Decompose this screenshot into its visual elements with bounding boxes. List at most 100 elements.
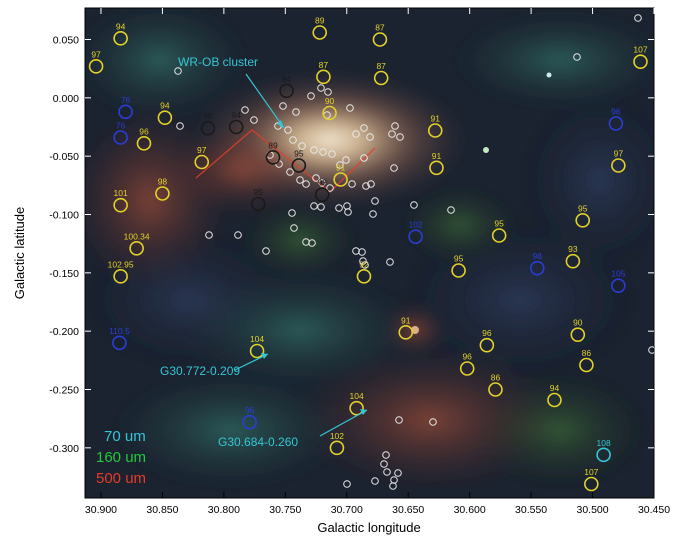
clump-marker-label: 110.5 — [109, 326, 130, 336]
yso-circle — [290, 224, 298, 232]
yso-circle — [317, 203, 325, 211]
clump-marker-label: 96 — [482, 328, 492, 338]
x-tick-label: 30.500 — [576, 504, 608, 516]
g30684-arrow — [319, 409, 368, 437]
clump-marker-label: 97 — [614, 149, 624, 159]
clump-marker-label: 95 — [294, 149, 304, 159]
yso-circle — [234, 231, 242, 239]
yso-circle — [358, 248, 366, 256]
yso-circle — [634, 14, 642, 22]
clump-marker — [329, 440, 345, 456]
clump-marker-label: 94 — [550, 383, 560, 393]
clump-marker — [250, 196, 266, 212]
clump-marker — [118, 104, 133, 120]
x-tick-label: 30.800 — [208, 504, 240, 516]
clump-marker — [136, 136, 152, 151]
x-tick-label: 30.900 — [85, 504, 117, 516]
clump-marker — [427, 123, 443, 138]
yso-circle — [326, 184, 334, 192]
clump-marker-label: 97 — [91, 49, 101, 59]
x-tick-label: 30.850 — [146, 504, 178, 516]
sky-image — [85, 8, 654, 498]
filament-line — [195, 129, 376, 193]
clump-marker — [611, 278, 626, 293]
clump-marker-label: 96 — [245, 405, 255, 415]
yso-circle — [319, 148, 327, 156]
yso-circle — [359, 257, 367, 265]
yso-circle — [205, 231, 213, 239]
clump-marker-label: 87 — [375, 23, 385, 33]
y-tick-label: -0.150 — [49, 268, 79, 280]
clump-marker — [596, 447, 611, 463]
clump-marker-label: 107 — [584, 467, 598, 477]
clump-marker — [429, 160, 444, 176]
x-tick-label: 30.700 — [331, 504, 363, 516]
yso-circle — [391, 122, 399, 130]
yso-circle — [328, 150, 336, 158]
clump-marker-label: 89 — [315, 16, 325, 26]
yso-circle — [324, 88, 332, 96]
clump-marker — [129, 241, 144, 256]
clump-marker — [312, 25, 328, 40]
yso-circle — [284, 126, 292, 134]
yso-circle — [447, 206, 455, 214]
x-tick-label: 30.600 — [454, 504, 486, 516]
yso-circle — [302, 180, 310, 188]
clump-marker — [316, 69, 331, 85]
clump-marker — [265, 150, 281, 165]
yso-circle — [335, 204, 343, 212]
clump-marker-label: 97 — [197, 145, 207, 155]
axis-ticks: 30.900 30.850 30.800 30.750 30.700 30.650 30.6… — [49, 8, 670, 516]
y-tick-label: 0.050 — [53, 35, 79, 47]
x-tick-label: 30.550 — [515, 504, 547, 516]
yso-circle — [310, 202, 318, 210]
clump-marker — [113, 130, 128, 145]
clump-marker — [88, 59, 104, 74]
clump-marker-label: 94 — [160, 101, 170, 111]
yso-circle — [366, 133, 374, 141]
clump-marker — [373, 70, 389, 86]
clump-marker-label: 104 — [250, 334, 264, 344]
yso-circle — [288, 209, 296, 217]
clump-marker — [333, 172, 348, 187]
y-tick-label: -0.100 — [49, 210, 79, 222]
clump-marker — [249, 343, 265, 359]
g30772-arrow — [234, 353, 269, 371]
clump-marker-label: 95 — [578, 203, 588, 213]
yso-circle — [348, 180, 356, 188]
clump-marker-label: 101 — [114, 188, 128, 198]
x-tick-label: 30.450 — [638, 504, 670, 516]
clump-marker-label: 95 — [494, 219, 504, 229]
yso-circle — [308, 239, 316, 247]
yso-circle — [371, 197, 379, 205]
yso-circle — [369, 210, 377, 218]
yso-circle — [396, 133, 404, 141]
clump-marker — [547, 392, 562, 408]
clump-marker — [575, 213, 591, 228]
clump-marker-label: 95 — [254, 187, 264, 197]
yso-circle — [279, 102, 287, 110]
yso-circle — [292, 108, 300, 116]
clump-marker-label: 107 — [633, 45, 647, 55]
clump-marker — [372, 32, 388, 47]
clump-marker-label: 86 — [491, 373, 501, 383]
y-tick-label: -0.250 — [49, 385, 79, 397]
clump-marker-label: 86 — [582, 348, 592, 358]
clump-marker — [608, 116, 624, 131]
clump-marker — [200, 120, 216, 136]
clump-marker — [322, 105, 337, 121]
clump-marker — [398, 325, 414, 340]
clump-marker-label: 91 — [431, 114, 441, 124]
clump-marker — [479, 337, 495, 353]
y-tick-label: 0.000 — [53, 93, 79, 105]
clump-marker — [570, 327, 586, 342]
clump-marker — [633, 54, 648, 69]
clump-marker — [565, 253, 581, 269]
yso-circle — [429, 418, 437, 426]
clump-marker-label: 91 — [432, 151, 442, 161]
yso-circle — [312, 174, 320, 182]
yso-circle — [410, 201, 418, 209]
clump-marker-label: 93 — [317, 178, 327, 188]
yso-circles — [174, 14, 654, 490]
